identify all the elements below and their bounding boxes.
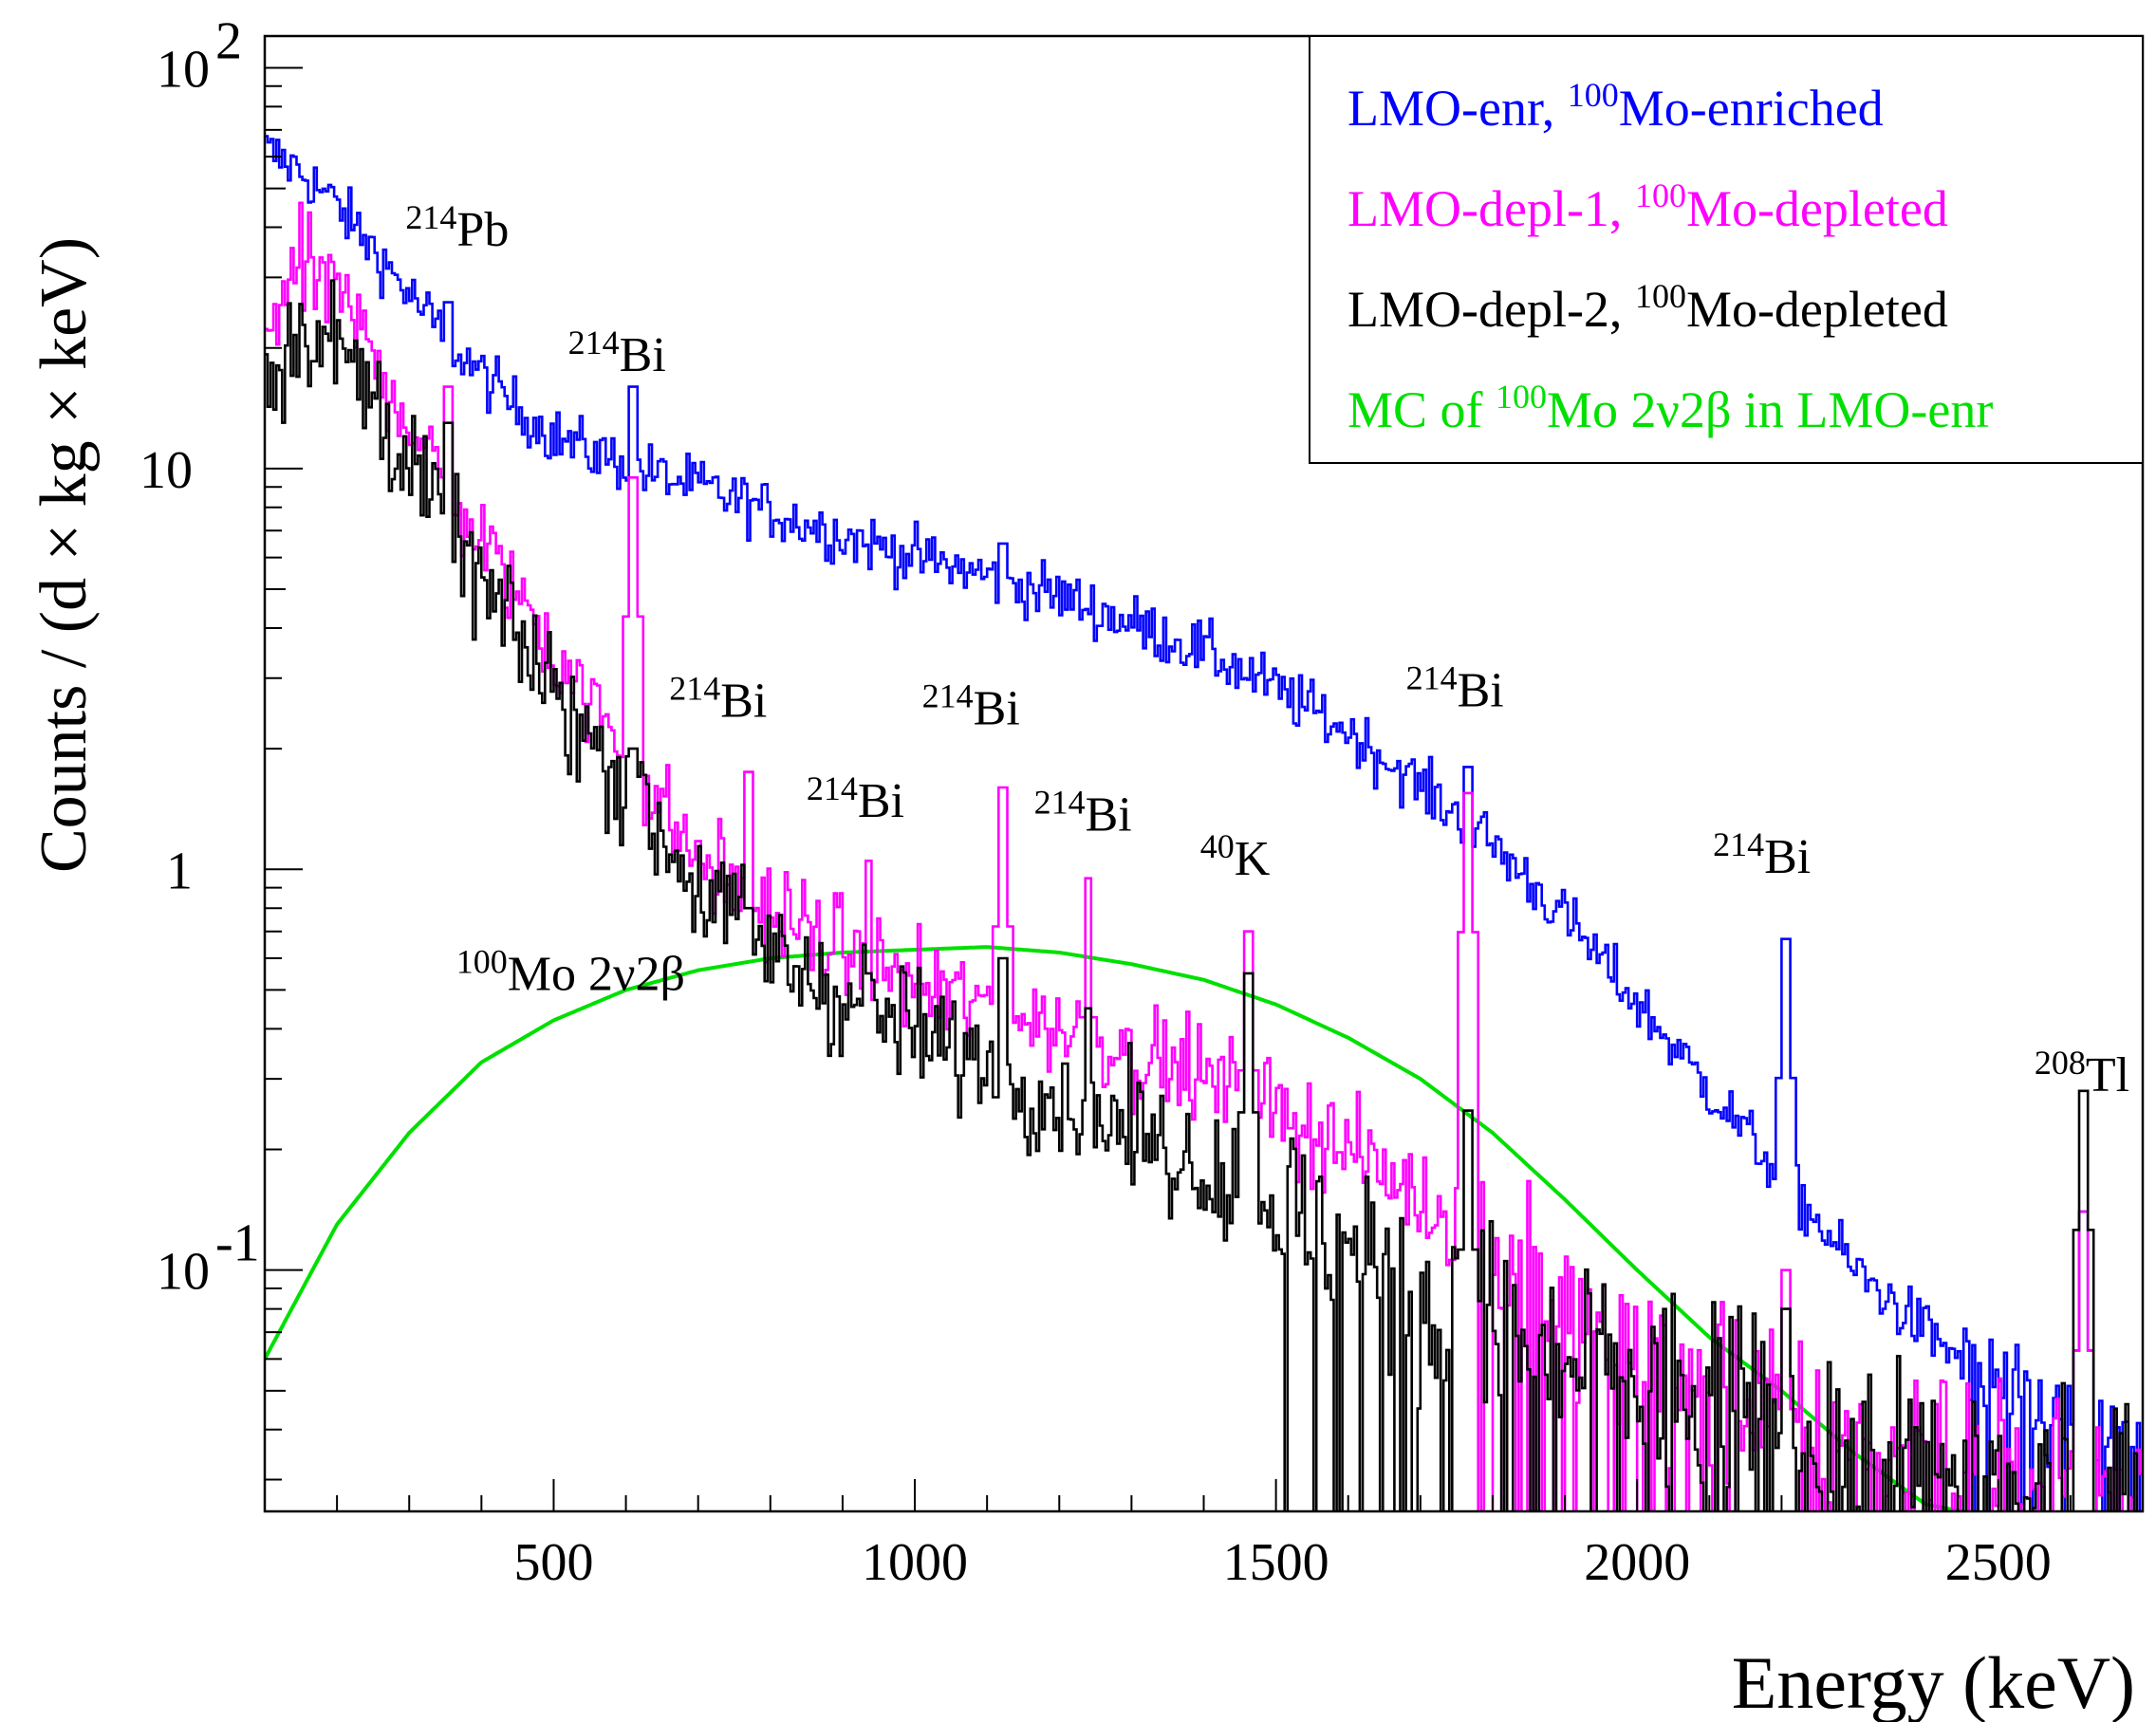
y-tick-base: 10	[157, 1243, 210, 1302]
series-3-line	[265, 945, 1963, 1511]
peak-annotation: 214Bi	[568, 324, 666, 382]
y-tick-label: 10 -1	[157, 1214, 260, 1302]
peak-annotation: 208Tl	[2035, 1044, 2129, 1102]
peak-annotation: 40K	[1200, 827, 1271, 886]
legend: LMO-enr, 100Mo-enriched LMO-depl-1, 100Mo…	[1309, 35, 2144, 464]
series-0-line	[265, 135, 2142, 1511]
peak-annotation: 214Pb	[405, 198, 509, 257]
series-layer	[265, 135, 2143, 1511]
y-tick-exponent: 2	[215, 11, 242, 70]
legend-entry: MC of 100Mo 2ν2β in LMO-enr	[1348, 378, 1993, 438]
legend-box	[1309, 35, 2144, 464]
peak-annotation: 214Bi	[1406, 659, 1504, 718]
peak-annotation: 214Bi	[1034, 783, 1132, 842]
peak-annotation: 214Bi	[922, 676, 1020, 735]
y-tick-exponent: -1	[215, 1214, 260, 1273]
series-2-line	[265, 279, 2139, 1511]
peak-annotation: 100Mo 2ν2β	[456, 942, 685, 1001]
y-tick-base: 1	[166, 842, 193, 900]
y-tick-label: 10 2	[157, 11, 242, 99]
x-tick-label: 2000	[1584, 1533, 1690, 1592]
peak-annotation: 214Bi	[1713, 825, 1811, 884]
legend-entry: LMO-enr, 100Mo-enriched	[1348, 76, 1884, 137]
y-tick-base: 10	[139, 441, 193, 500]
peak-annotation: 214Bi	[669, 670, 767, 729]
peak-annotation: 214Bi	[807, 769, 904, 828]
x-tick-label: 2500	[1945, 1533, 2052, 1592]
legend-entry: LMO-depl-1, 100Mo-depleted	[1348, 176, 1948, 237]
y-tick-base: 10	[157, 40, 210, 99]
series-1-line	[265, 201, 2143, 1511]
legend-entries: LMO-enr, 100Mo-enriched LMO-depl-1, 100Mo…	[1348, 76, 1993, 438]
x-tick-label: 1500	[1223, 1533, 1329, 1592]
y-axis-title: Counts / (d × kg × keV)	[28, 237, 101, 873]
x-axis-title: Energy (keV)	[1732, 1641, 2135, 1722]
y-tick-label: 10	[139, 441, 193, 500]
annotation-layer: 214Pb214Bi214Bi214Bi214Bi214Bi40K214Bi21…	[405, 198, 2129, 1102]
x-tick-label: 1000	[862, 1533, 968, 1592]
x-tick-label: 500	[513, 1533, 593, 1592]
legend-entry: LMO-depl-2, 100Mo-depleted	[1348, 277, 1948, 338]
y-tick-label: 1	[166, 842, 193, 900]
